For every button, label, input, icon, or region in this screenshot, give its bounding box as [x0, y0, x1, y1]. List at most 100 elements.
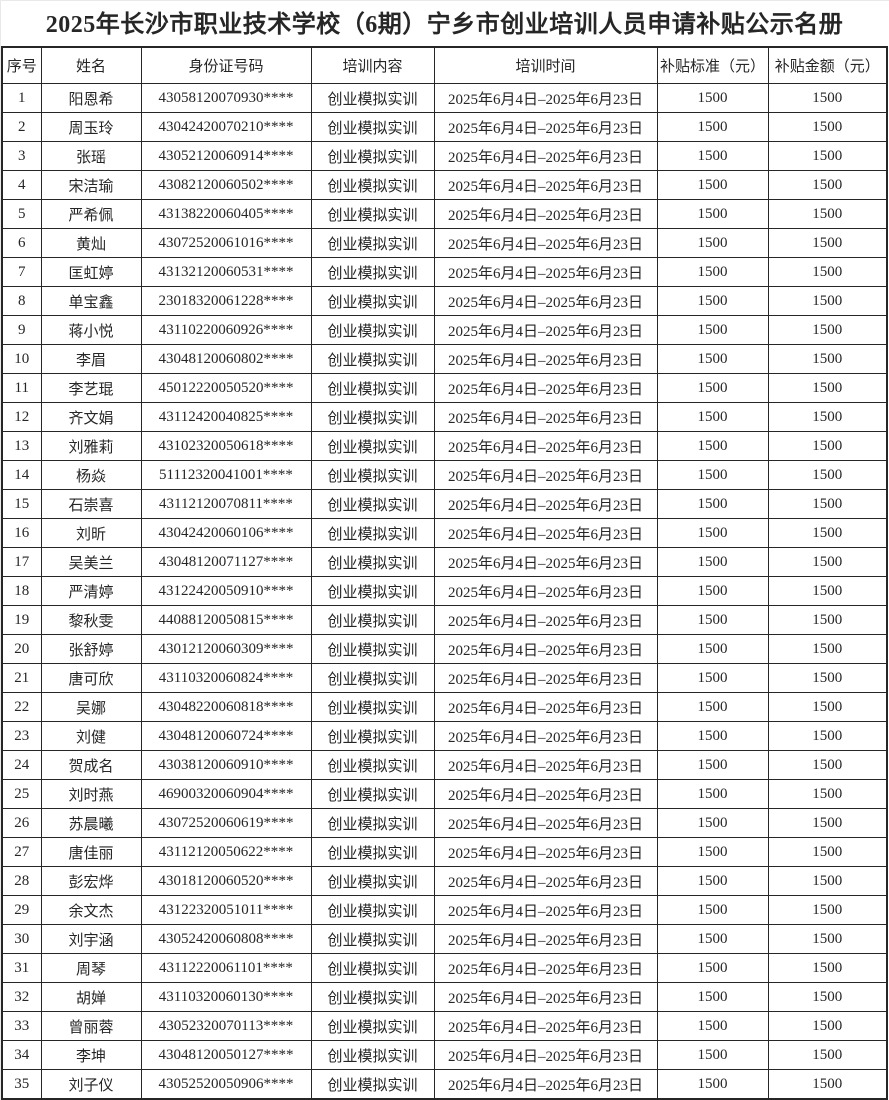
cell-name: 胡婵 — [40, 982, 142, 1012]
cell-no: 17 — [1, 547, 42, 577]
cell-no: 28 — [1, 866, 42, 896]
cell-amount: 1500 — [767, 866, 888, 896]
cell-standard: 1500 — [656, 257, 769, 287]
cell-no: 30 — [1, 924, 42, 954]
cell-period: 2025年6月4日–2025年6月23日 — [433, 982, 658, 1012]
cell-period: 2025年6月4日–2025年6月23日 — [433, 953, 658, 983]
cell-amount: 1500 — [767, 199, 888, 229]
cell-no: 24 — [1, 750, 42, 780]
cell-standard: 1500 — [656, 605, 769, 635]
cell-period: 2025年6月4日–2025年6月23日 — [433, 460, 658, 490]
cell-standard: 1500 — [656, 315, 769, 345]
cell-content: 创业模拟实训 — [310, 663, 435, 693]
cell-no: 11 — [1, 373, 42, 403]
cell-period: 2025年6月4日–2025年6月23日 — [433, 750, 658, 780]
cell-amount: 1500 — [767, 953, 888, 983]
cell-content: 创业模拟实训 — [310, 924, 435, 954]
cell-no: 27 — [1, 837, 42, 867]
cell-content: 创业模拟实训 — [310, 634, 435, 664]
cell-standard: 1500 — [656, 199, 769, 229]
cell-no: 23 — [1, 721, 42, 751]
cell-content: 创业模拟实训 — [310, 779, 435, 809]
cell-amount: 1500 — [767, 112, 888, 142]
cell-content: 创业模拟实训 — [310, 402, 435, 432]
cell-standard: 1500 — [656, 634, 769, 664]
table-row: 23 刘健 43048120060724**** 创业模拟实训 2025年6月4日–20… — [1, 721, 888, 751]
cell-standard: 1500 — [656, 141, 769, 171]
cell-amount: 1500 — [767, 228, 888, 258]
table-row: 13 刘雅莉 43102320050618**** 创业模拟实训 2025年6月4日–2… — [1, 431, 888, 461]
cell-name: 彭宏烨 — [40, 866, 142, 896]
cell-no: 21 — [1, 663, 42, 693]
cell-name: 吴美兰 — [40, 547, 142, 577]
cell-period: 2025年6月4日–2025年6月23日 — [433, 692, 658, 722]
table-row: 14 杨焱 51112320041001**** 创业模拟实训 2025年6月4日–20… — [1, 460, 888, 490]
cell-standard: 1500 — [656, 895, 769, 925]
cell-amount: 1500 — [767, 402, 888, 432]
cell-name: 蒋小悦 — [40, 315, 142, 345]
cell-period: 2025年6月4日–2025年6月23日 — [433, 663, 658, 693]
cell-content: 创业模拟实训 — [310, 750, 435, 780]
cell-name: 吴娜 — [40, 692, 142, 722]
table-row: 17 吴美兰 43048120071127**** 创业模拟实训 2025年6月4日–2… — [1, 547, 888, 577]
cell-no: 9 — [1, 315, 42, 345]
cell-no: 7 — [1, 257, 42, 287]
cell-name: 单宝鑫 — [40, 286, 142, 316]
cell-amount: 1500 — [767, 924, 888, 954]
cell-period: 2025年6月4日–2025年6月23日 — [433, 895, 658, 925]
cell-id: 43112220061101**** — [140, 953, 312, 983]
table-row: 22 吴娜 43048220060818**** 创业模拟实训 2025年6月4日–20… — [1, 692, 888, 722]
cell-no: 16 — [1, 518, 42, 548]
cell-content: 创业模拟实训 — [310, 866, 435, 896]
cell-id: 43122420050910**** — [140, 576, 312, 606]
cell-content: 创业模拟实训 — [310, 315, 435, 345]
cell-content: 创业模拟实训 — [310, 1040, 435, 1070]
cell-period: 2025年6月4日–2025年6月23日 — [433, 402, 658, 432]
cell-period: 2025年6月4日–2025年6月23日 — [433, 431, 658, 461]
cell-standard: 1500 — [656, 663, 769, 693]
cell-name: 唐可欣 — [40, 663, 142, 693]
cell-id: 43072520060619**** — [140, 808, 312, 838]
cell-no: 8 — [1, 286, 42, 316]
cell-standard: 1500 — [656, 431, 769, 461]
cell-content: 创业模拟实训 — [310, 837, 435, 867]
cell-amount: 1500 — [767, 1040, 888, 1070]
table-row: 7 匡虹婷 43132120060531**** 创业模拟实训 2025年6月4日–20… — [1, 257, 888, 287]
cell-period: 2025年6月4日–2025年6月23日 — [433, 141, 658, 171]
cell-id: 43052320070113**** — [140, 1011, 312, 1041]
table-row: 5 严希佩 43138220060405**** 创业模拟实训 2025年6月4日–20… — [1, 199, 888, 229]
cell-id: 43052520050906**** — [140, 1069, 312, 1100]
cell-no: 32 — [1, 982, 42, 1012]
cell-period: 2025年6月4日–2025年6月23日 — [433, 83, 658, 113]
table-row: 21 唐可欣 43110320060824**** 创业模拟实训 2025年6月4日–2… — [1, 663, 888, 693]
table-row: 8 单宝鑫 23018320061228**** 创业模拟实训 2025年6月4日–20… — [1, 286, 888, 316]
cell-amount: 1500 — [767, 286, 888, 316]
cell-no: 18 — [1, 576, 42, 606]
table-row: 12 齐文娟 43112420040825**** 创业模拟实训 2025年6月4日–2… — [1, 402, 888, 432]
table-row: 24 贺成名 43038120060910**** 创业模拟实训 2025年6月4日–2… — [1, 750, 888, 780]
cell-amount: 1500 — [767, 576, 888, 606]
cell-name: 周琴 — [40, 953, 142, 983]
cell-id: 43048120060724**** — [140, 721, 312, 751]
cell-content: 创业模拟实训 — [310, 547, 435, 577]
cell-period: 2025年6月4日–2025年6月23日 — [433, 837, 658, 867]
cell-standard: 1500 — [656, 1011, 769, 1041]
table-row: 4 宋洁瑜 43082120060502**** 创业模拟实训 2025年6月4日–20… — [1, 170, 888, 200]
cell-amount: 1500 — [767, 373, 888, 403]
header-name: 姓名 — [40, 46, 142, 84]
cell-name: 宋洁瑜 — [40, 170, 142, 200]
cell-content: 创业模拟实训 — [310, 141, 435, 171]
cell-standard: 1500 — [656, 953, 769, 983]
cell-period: 2025年6月4日–2025年6月23日 — [433, 547, 658, 577]
cell-amount: 1500 — [767, 547, 888, 577]
cell-standard: 1500 — [656, 721, 769, 751]
table-row: 16 刘昕 43042420060106**** 创业模拟实训 2025年6月4日–20… — [1, 518, 888, 548]
cell-no: 20 — [1, 634, 42, 664]
cell-standard: 1500 — [656, 866, 769, 896]
cell-name: 张瑶 — [40, 141, 142, 171]
table-row: 35 刘子仪 43052520050906**** 创业模拟实训 2025年6月4日–2… — [1, 1069, 888, 1100]
cell-no: 4 — [1, 170, 42, 200]
cell-id: 43052120060914**** — [140, 141, 312, 171]
